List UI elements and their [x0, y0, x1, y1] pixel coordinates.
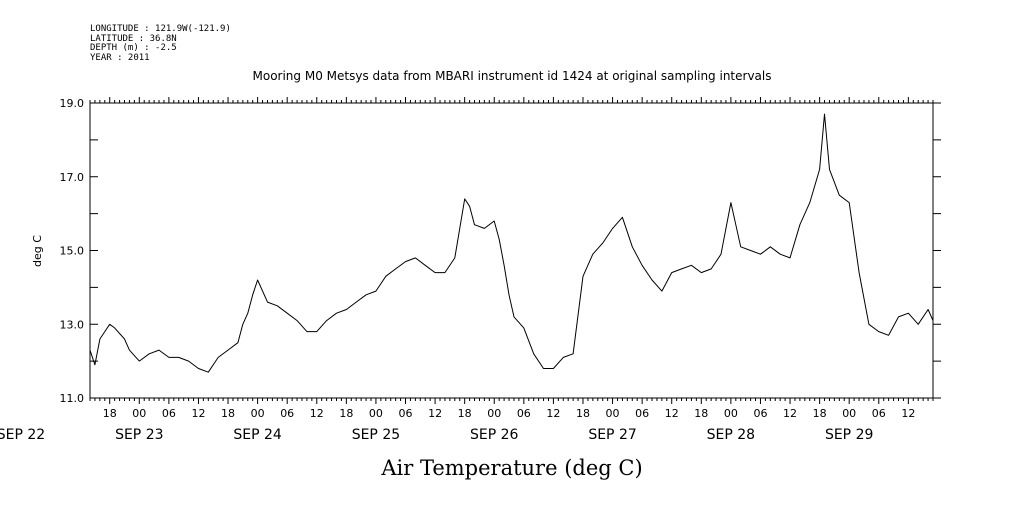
meta-longitude: LONGITUDE : 121.9W(-121.9) — [90, 24, 231, 34]
x-hour-label: 06 — [399, 407, 413, 420]
y-tick-label: 11.0 — [60, 392, 85, 405]
x-hour-label: 18 — [694, 407, 708, 420]
x-hour-label: 00 — [487, 407, 501, 420]
x-hour-label: 18 — [576, 407, 590, 420]
x-hour-label: 18 — [339, 407, 353, 420]
metadata-block: LONGITUDE : 121.9W(-121.9) LATITUDE : 36… — [90, 24, 231, 63]
x-hour-label: 18 — [813, 407, 827, 420]
y-tick-label: 19.0 — [60, 97, 85, 110]
x-day-label: SEP 26 — [470, 427, 519, 443]
x-hour-label: 18 — [458, 407, 472, 420]
x-hour-label: 18 — [221, 407, 235, 420]
chart-title: Mooring M0 Metsys data from MBARI instru… — [253, 69, 772, 83]
series-layer — [89, 113, 934, 373]
x-hour-label: 12 — [783, 407, 797, 420]
x-day-label: SEP 23 — [115, 427, 163, 443]
x-hour-label: 06 — [280, 407, 294, 420]
x-axis: 18 00 06 12 18 00 06 12 18 00 06 12 18 00 06 12 18 00 06 12… — [0, 97, 934, 443]
x-day-label: SEP 29 — [825, 427, 873, 443]
x-hour-label: 00 — [369, 407, 383, 420]
x-hour-label: 12 — [546, 407, 560, 420]
x-hour-label: 12 — [901, 407, 915, 420]
x-hour-label: 06 — [872, 407, 886, 420]
x-day-label: SEP 27 — [588, 427, 636, 443]
y-axis-label: deg C — [31, 235, 44, 267]
x-hour-label: 06 — [753, 407, 767, 420]
x-axis-title: Air Temperature (deg C) — [380, 456, 642, 480]
air-temperature-series-line — [89, 113, 934, 373]
y-axis: 11.0 13.0 15.0 17.0 19.0 — [60, 97, 941, 405]
x-day-label: SEP 25 — [352, 427, 400, 443]
meta-depth: DEPTH (m) : -2.5 — [90, 43, 177, 53]
y-tick-label: 13.0 — [60, 318, 85, 331]
x-hour-label: 06 — [517, 407, 531, 420]
x-day-label: SEP 28 — [707, 427, 755, 443]
x-day-label: SEP 22 — [0, 427, 45, 443]
x-day-label: SEP 24 — [233, 427, 282, 443]
meta-latitude: LATITUDE : 36.8N — [90, 34, 177, 44]
x-hour-label: 00 — [251, 407, 265, 420]
x-hour-label: 18 — [103, 407, 117, 420]
x-hour-label: 12 — [428, 407, 442, 420]
x-hour-label: 00 — [132, 407, 146, 420]
x-hour-label: 12 — [310, 407, 324, 420]
y-tick-label: 15.0 — [60, 245, 85, 258]
x-hour-label: 12 — [191, 407, 205, 420]
x-hour-label: 12 — [665, 407, 679, 420]
x-hour-label: 00 — [842, 407, 856, 420]
x-hour-label: 06 — [635, 407, 649, 420]
plot-frame — [89, 102, 934, 399]
meta-year: YEAR : 2011 — [90, 53, 150, 63]
y-tick-label: 17.0 — [60, 171, 85, 184]
x-hour-label: 06 — [162, 407, 176, 420]
x-hour-label: 00 — [724, 407, 738, 420]
x-hour-label: 00 — [606, 407, 620, 420]
